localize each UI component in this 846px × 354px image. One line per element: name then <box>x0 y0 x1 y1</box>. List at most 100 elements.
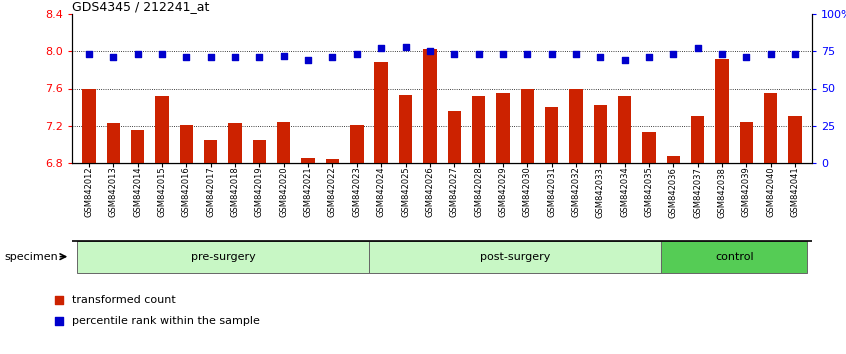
Text: specimen: specimen <box>4 252 58 262</box>
Point <box>788 51 802 57</box>
Point <box>716 51 729 57</box>
Text: GSM842017: GSM842017 <box>206 167 215 217</box>
Bar <box>204 139 217 163</box>
Point <box>228 55 242 60</box>
Point <box>131 51 145 57</box>
Point <box>520 51 534 57</box>
Text: GSM842020: GSM842020 <box>279 167 288 217</box>
Point <box>667 51 680 57</box>
Point <box>298 184 311 190</box>
Text: GSM842024: GSM842024 <box>376 167 386 217</box>
Text: GSM842022: GSM842022 <box>328 167 337 217</box>
Point <box>204 55 217 60</box>
Bar <box>131 130 145 163</box>
Point <box>326 55 339 60</box>
Point <box>448 51 461 57</box>
Point <box>423 48 437 54</box>
Text: percentile rank within the sample: percentile rank within the sample <box>72 316 260 326</box>
Text: GSM842014: GSM842014 <box>133 167 142 217</box>
Bar <box>691 116 705 163</box>
Bar <box>350 125 364 163</box>
Bar <box>618 96 631 163</box>
Text: GSM842018: GSM842018 <box>231 167 239 217</box>
Point <box>107 55 120 60</box>
Bar <box>77 241 369 273</box>
Text: GSM842031: GSM842031 <box>547 167 556 217</box>
Bar <box>667 156 680 163</box>
Bar <box>448 111 461 163</box>
Text: GSM842037: GSM842037 <box>693 167 702 217</box>
Point <box>375 46 388 51</box>
Bar <box>594 105 607 163</box>
Text: GSM842015: GSM842015 <box>157 167 167 217</box>
Bar <box>326 159 339 163</box>
Text: GSM842026: GSM842026 <box>426 167 434 217</box>
Text: GSM842016: GSM842016 <box>182 167 191 217</box>
Point <box>496 51 509 57</box>
Bar <box>179 125 193 163</box>
Text: post-surgery: post-surgery <box>480 252 550 262</box>
Bar <box>569 88 583 163</box>
Point <box>179 55 193 60</box>
Text: GSM842027: GSM842027 <box>450 167 459 217</box>
Bar <box>788 116 802 163</box>
Text: GSM842028: GSM842028 <box>474 167 483 217</box>
Point <box>155 51 168 57</box>
Text: GSM842021: GSM842021 <box>304 167 313 217</box>
Text: GSM842025: GSM842025 <box>401 167 410 217</box>
Bar <box>375 63 387 163</box>
Bar <box>277 122 290 163</box>
Bar <box>228 123 242 163</box>
Text: GSM842033: GSM842033 <box>596 167 605 217</box>
Point <box>642 55 656 60</box>
Text: GSM842012: GSM842012 <box>85 167 93 217</box>
Point <box>545 51 558 57</box>
Bar <box>423 50 437 163</box>
Bar <box>156 96 168 163</box>
Text: transformed count: transformed count <box>72 295 176 305</box>
Bar <box>739 122 753 163</box>
Text: GSM842029: GSM842029 <box>498 167 508 217</box>
Text: control: control <box>715 252 754 262</box>
Point <box>739 55 753 60</box>
Bar <box>369 241 662 273</box>
Text: GSM842034: GSM842034 <box>620 167 629 217</box>
Text: GSM842023: GSM842023 <box>352 167 361 217</box>
Bar <box>253 139 266 163</box>
Text: GSM842040: GSM842040 <box>766 167 775 217</box>
Text: GSM842032: GSM842032 <box>571 167 580 217</box>
Text: GSM842039: GSM842039 <box>742 167 751 217</box>
Point <box>277 53 290 59</box>
Bar <box>82 88 96 163</box>
Point <box>569 51 583 57</box>
Bar <box>716 59 728 163</box>
Bar <box>545 107 558 163</box>
Point <box>472 51 486 57</box>
Point <box>350 51 364 57</box>
Bar <box>642 132 656 163</box>
Bar <box>662 241 807 273</box>
Bar <box>301 158 315 163</box>
Point <box>764 51 777 57</box>
Bar <box>520 88 534 163</box>
Point <box>691 46 705 51</box>
Bar <box>472 96 486 163</box>
Bar <box>398 95 412 163</box>
Text: GSM842038: GSM842038 <box>717 167 727 217</box>
Bar <box>107 123 120 163</box>
Point <box>618 57 631 63</box>
Point <box>398 44 412 50</box>
Text: GSM842019: GSM842019 <box>255 167 264 217</box>
Text: GSM842030: GSM842030 <box>523 167 532 217</box>
Bar <box>764 93 777 163</box>
Text: GSM842035: GSM842035 <box>645 167 653 217</box>
Point <box>594 55 607 60</box>
Text: GSM842041: GSM842041 <box>791 167 799 217</box>
Text: GSM842036: GSM842036 <box>669 167 678 217</box>
Point <box>82 51 96 57</box>
Point <box>253 55 266 60</box>
Bar <box>497 93 509 163</box>
Text: GDS4345 / 212241_at: GDS4345 / 212241_at <box>72 0 209 13</box>
Text: pre-surgery: pre-surgery <box>190 252 255 262</box>
Text: GSM842013: GSM842013 <box>109 167 118 217</box>
